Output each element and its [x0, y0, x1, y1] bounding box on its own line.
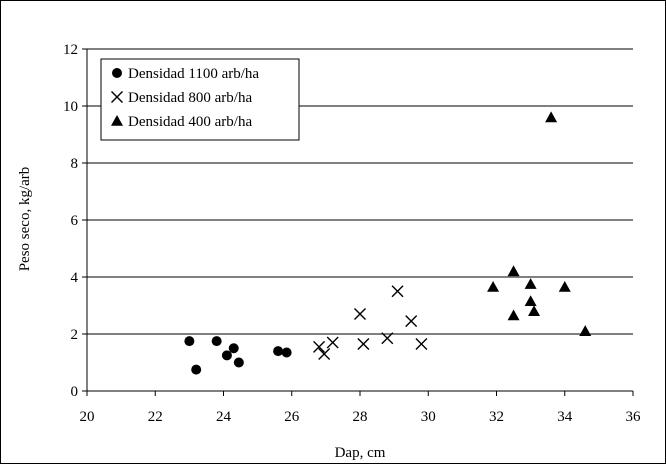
x-marker-stroke [357, 337, 370, 350]
legend-marker-3 [111, 115, 123, 126]
data-point-series-2 [326, 336, 339, 349]
y-tick-label: 6 [71, 213, 79, 229]
y-tick-label: 12 [63, 42, 78, 58]
data-point-series-3 [558, 280, 571, 292]
data-point-series-1 [211, 336, 222, 347]
data-points [184, 111, 592, 375]
x-marker-stroke [318, 347, 331, 360]
data-point-series-2 [415, 337, 428, 350]
legend: Densidad 1100 arb/ha Densidad 800 arb/ha D… [100, 58, 300, 141]
x-tick-label: 34 [557, 409, 573, 425]
data-point-series-3 [545, 111, 558, 123]
x-tick-label: 30 [421, 409, 436, 425]
data-point-series-1 [273, 346, 284, 357]
legend-box [100, 58, 300, 141]
data-point-series-1 [228, 343, 239, 354]
legend-marker-1 [112, 68, 122, 78]
data-point-series-2 [313, 340, 326, 353]
legend-marker-2 [111, 91, 123, 103]
y-tick-label: 2 [71, 327, 79, 343]
x-marker-stroke [313, 340, 326, 353]
x-marker-stroke [391, 285, 404, 298]
x-tick-label: 26 [284, 409, 300, 425]
data-point-series-3 [524, 295, 537, 307]
data-point-series-2 [391, 285, 404, 298]
data-point-series-3 [507, 265, 520, 277]
data-point-series-2 [354, 308, 366, 321]
y-axis-label: Peso seco, kg/arb [17, 167, 33, 272]
data-point-series-1 [184, 336, 195, 347]
data-point-series-1 [191, 364, 202, 375]
x-tick-label: 22 [148, 409, 163, 425]
x-marker-stroke [405, 315, 418, 328]
data-point-series-1 [221, 350, 232, 361]
data-point-series-1 [281, 347, 292, 358]
legend-label-3: Densidad 400 arb/ha [128, 114, 252, 130]
legend-label-1: Densidad 1100 arb/ha [128, 66, 259, 82]
x-marker-stroke [111, 91, 123, 103]
data-point-series-3 [579, 325, 592, 336]
x-tick-label: 36 [626, 409, 642, 425]
x-marker-stroke [354, 308, 366, 321]
axes [82, 48, 634, 396]
x-axis-label: Dap, cm [335, 445, 386, 461]
x-tick-label: 32 [489, 409, 504, 425]
data-point-series-1 [233, 357, 244, 368]
y-tick-label: 10 [63, 99, 78, 115]
data-point-series-3 [528, 305, 541, 316]
y-tick-label: 8 [71, 156, 79, 172]
data-point-series-2 [318, 347, 331, 360]
data-point-series-2 [357, 337, 370, 350]
y-tick-label: 4 [71, 270, 79, 286]
x-tick-label: 24 [216, 409, 232, 425]
x-marker-stroke [326, 336, 339, 349]
x-tick-label: 20 [80, 409, 95, 425]
data-point-series-3 [487, 280, 500, 292]
data-point-series-3 [507, 309, 520, 321]
data-point-series-2 [381, 332, 394, 345]
x-marker-stroke [381, 332, 394, 345]
x-marker-stroke [415, 337, 428, 350]
legend-label-2: Densidad 800 arb/ha [128, 90, 252, 106]
data-point-series-3 [524, 278, 537, 289]
x-tick-label: 28 [353, 409, 368, 425]
y-tick-label: 0 [71, 384, 79, 400]
data-point-series-2 [405, 315, 418, 328]
